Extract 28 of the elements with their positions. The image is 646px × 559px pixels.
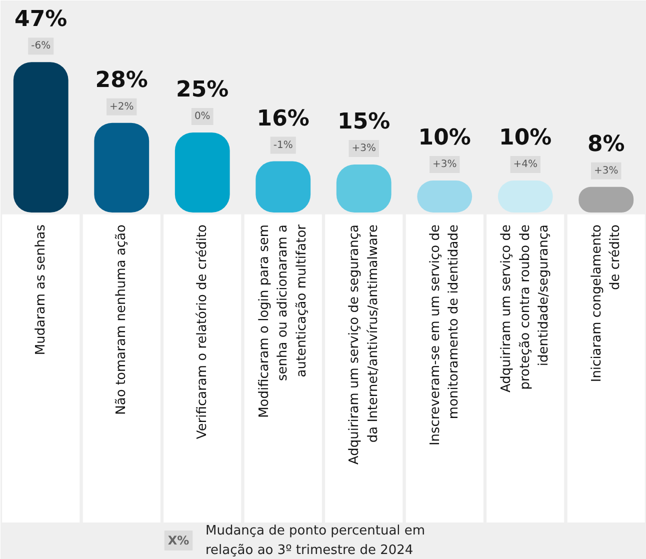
text: X% <box>168 534 190 548</box>
data-label: 16% <box>256 106 310 132</box>
x-tick-label: Mudaram as senhas <box>33 224 48 356</box>
data-label: 8% <box>587 132 625 157</box>
annotation: -6% <box>31 40 51 52</box>
x-tick-label: Adquiriram um serviço de proteção contra roubo de identidade/segurança <box>499 224 552 393</box>
bar <box>94 122 150 212</box>
data-label: 15% <box>338 110 390 134</box>
data-label: 10% <box>418 126 471 150</box>
bar <box>174 132 230 212</box>
bar <box>13 62 68 212</box>
annotation: +3% <box>352 143 376 154</box>
x-tick-label: Iniciaram congelamento de crédito <box>589 224 623 382</box>
data-label: 10% <box>499 126 552 150</box>
annotation: +4% <box>513 159 538 170</box>
x-tick-label: Verificaram o relatório de crédito <box>194 224 210 440</box>
x-tick-label: Inscreveram-se em um serviço de monitoramento de identidade <box>428 224 462 446</box>
x-tick-label: Não tomaram nenhuma ação <box>114 224 130 415</box>
annotation: +3% <box>432 159 457 170</box>
annotation: 0% <box>194 111 210 122</box>
data-label: 25% <box>176 78 229 102</box>
annotation: +2% <box>110 101 134 112</box>
annotation: -1% <box>273 140 293 151</box>
data-label: 28% <box>95 68 148 93</box>
text: Mudança de ponto percentual em relação ao 3º trimestre de 2024 <box>206 523 426 558</box>
data-label: 47% <box>14 7 68 32</box>
annotation: +3% <box>594 165 618 176</box>
x-tick-label: Modificaram o login para sem senha ou adicionaram a autenticação multifator <box>256 224 310 418</box>
